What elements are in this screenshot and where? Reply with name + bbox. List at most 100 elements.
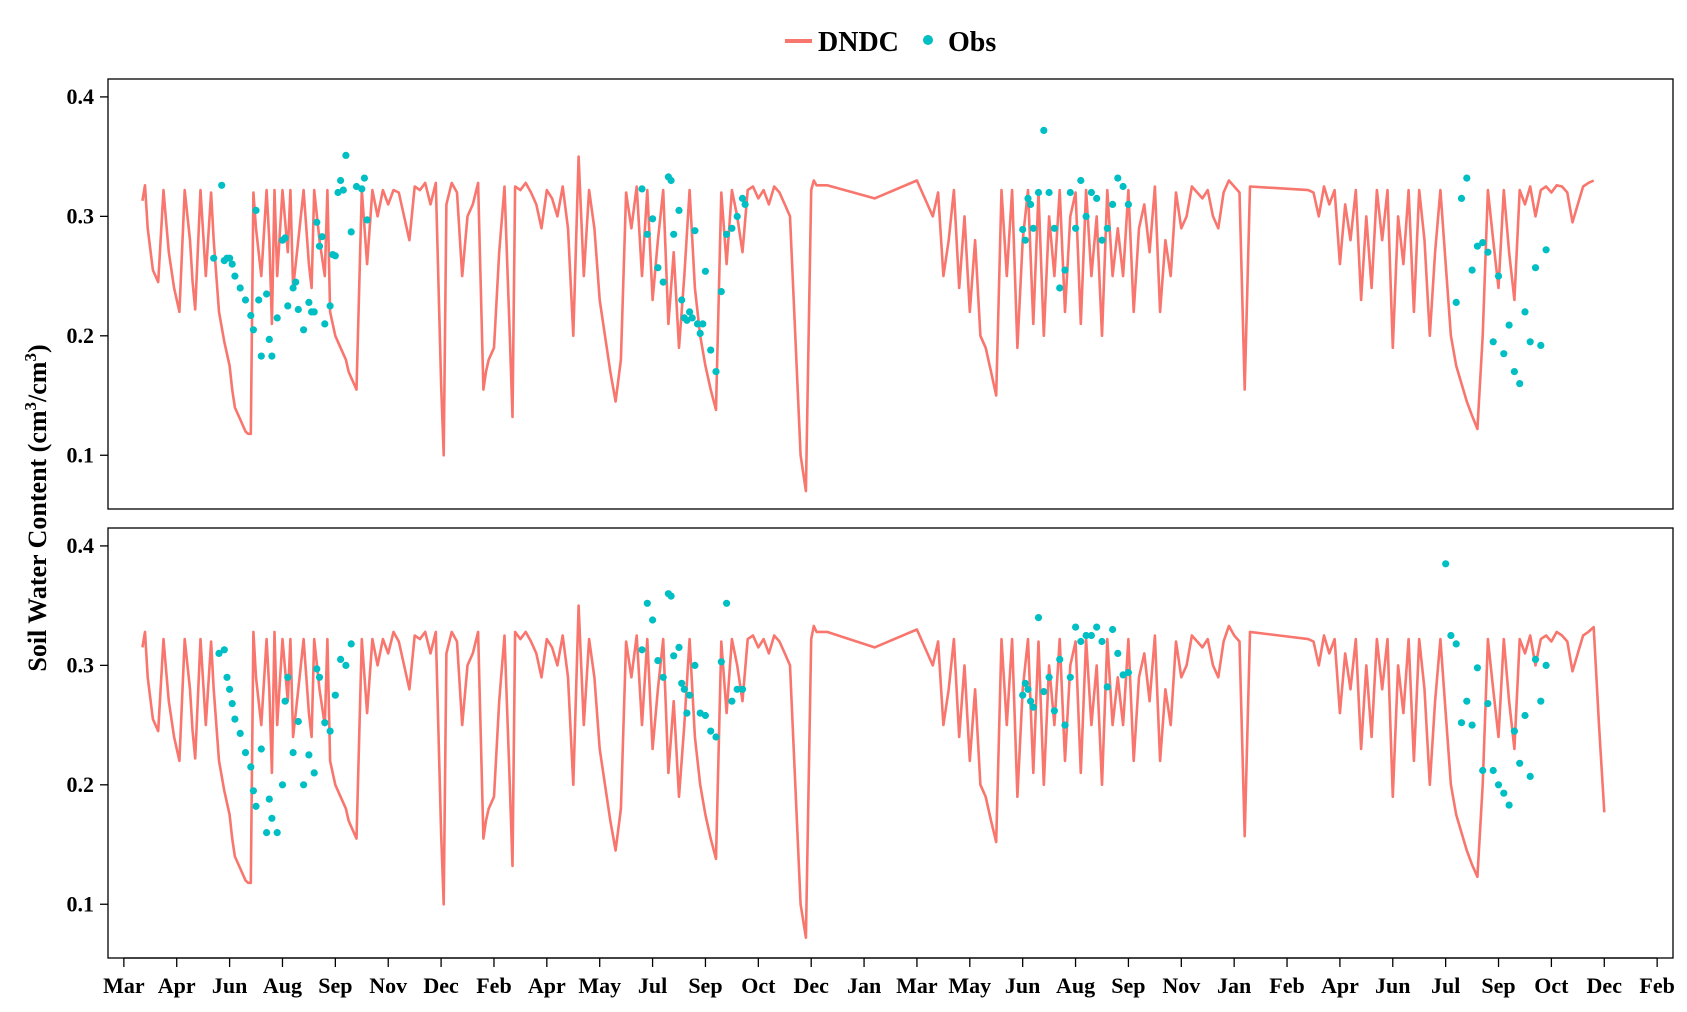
x-tick-label: Aug (263, 973, 302, 998)
obs-point (1034, 188, 1043, 197)
obs-point (268, 814, 276, 822)
x-tick-label: May (948, 973, 991, 998)
obs-point (215, 649, 223, 658)
obs-point (339, 186, 347, 194)
x-tick-label: Jul (638, 973, 667, 998)
x-tick-label: Jun (1005, 973, 1040, 998)
obs-point (723, 230, 731, 238)
obs-point (643, 230, 651, 238)
obs-point (1027, 200, 1035, 208)
obs-point (326, 302, 334, 310)
obs-point (1452, 640, 1460, 648)
panel-top-frame (107, 78, 1674, 510)
obs-point (358, 185, 366, 193)
obs-point (667, 592, 675, 600)
x-tick-label: Feb (1639, 973, 1674, 998)
obs-point (310, 308, 318, 316)
obs-point (1537, 697, 1545, 705)
obs-point (1024, 685, 1032, 693)
obs-point (1473, 664, 1481, 672)
obs-point (1050, 707, 1058, 715)
legend: DNDC Obs (785, 27, 996, 58)
obs-point (733, 212, 741, 220)
obs-point (331, 252, 339, 260)
obs-point (1103, 683, 1111, 691)
obs-point (1442, 560, 1450, 568)
obs-point (1077, 637, 1085, 646)
obs-point (1093, 194, 1101, 202)
obs-point (1021, 679, 1029, 687)
obs-point (680, 685, 688, 693)
x-tick-label: Apr (158, 973, 196, 998)
obs-point (1468, 266, 1476, 274)
obs-point (1098, 637, 1106, 646)
obs-point (691, 661, 699, 670)
legend-obs-swatch (923, 35, 933, 45)
obs-point (1082, 631, 1090, 640)
obs-point (294, 305, 302, 314)
x-tick-label: Nov (1162, 973, 1200, 998)
obs-point (228, 260, 236, 268)
x-tick-label: Jan (847, 973, 881, 998)
obs-point (226, 254, 234, 262)
obs-point (342, 661, 350, 670)
obs-point (683, 709, 691, 717)
obs-point (210, 254, 218, 262)
x-tick-label: Mar (103, 973, 145, 998)
x-tick-label: Sep (1481, 973, 1515, 998)
x-tick-label: Apr (528, 973, 566, 998)
obs-point (257, 352, 265, 360)
obs-point (670, 652, 678, 660)
obs-point (226, 685, 234, 693)
obs-point (278, 781, 287, 789)
obs-point (231, 272, 239, 280)
obs-point (1457, 194, 1466, 202)
obs-point (678, 679, 686, 687)
obs-point (1500, 789, 1508, 797)
obs-point (252, 802, 260, 810)
obs-point (218, 181, 226, 189)
x-tick-label: Nov (369, 973, 407, 998)
obs-point (712, 733, 720, 741)
obs-point (360, 174, 368, 182)
obs-point (699, 320, 707, 328)
obs-point (1082, 212, 1090, 220)
obs-point (670, 230, 678, 238)
obs-point (1516, 380, 1524, 388)
obs-point (1537, 341, 1545, 349)
obs-point (305, 751, 313, 759)
obs-point (1124, 200, 1132, 208)
obs-point (1531, 264, 1540, 272)
obs-point (741, 200, 749, 208)
y-tick-label: 0.3 (67, 203, 95, 228)
obs-point (707, 346, 715, 354)
obs-point (300, 781, 308, 789)
obs-point (337, 176, 345, 185)
x-tick-label: Jan (1217, 973, 1251, 998)
y-tick-label: 0.1 (67, 442, 95, 467)
obs-point (707, 727, 715, 735)
obs-point (728, 224, 736, 232)
obs-point (268, 352, 276, 360)
obs-point (249, 326, 257, 334)
obs-point (1463, 697, 1471, 705)
obs-point (654, 264, 662, 272)
obs-point (247, 763, 255, 771)
x-tick-label: Dec (1587, 973, 1623, 998)
obs-point (738, 194, 747, 202)
series-model-line (141, 155, 1595, 493)
obs-point (255, 296, 263, 304)
x-tick-label: Dec (793, 973, 829, 998)
obs-point (675, 643, 683, 652)
obs-point (1494, 781, 1503, 789)
panel-bottom: 0.1 0.2 0.3 0.4 (67, 527, 1674, 959)
obs-point (717, 288, 725, 296)
obs-point (228, 700, 236, 708)
obs-point (1500, 350, 1508, 358)
obs-point (292, 278, 300, 286)
obs-point (1098, 236, 1106, 244)
x-tick-label: Feb (476, 973, 511, 998)
obs-point (1087, 631, 1095, 640)
obs-point (723, 599, 731, 607)
obs-point (717, 658, 725, 666)
